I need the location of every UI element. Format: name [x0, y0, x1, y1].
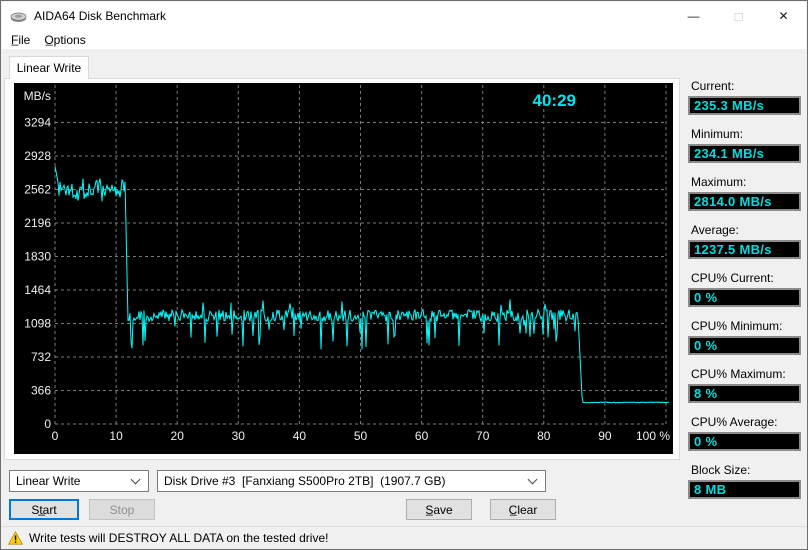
svg-text:80: 80	[537, 429, 551, 443]
stat-value: 8 MB	[688, 480, 801, 499]
stat-group: Block Size: 8 MB	[688, 463, 801, 499]
svg-text:0: 0	[52, 429, 59, 443]
svg-text:0: 0	[44, 417, 51, 431]
svg-text:1464: 1464	[24, 283, 51, 297]
svg-text:366: 366	[31, 384, 51, 398]
stat-value: 0 %	[688, 336, 801, 355]
stat-group: Minimum: 234.1 MB/s	[688, 127, 801, 163]
minimize-button[interactable]: —	[687, 9, 700, 23]
stop-button: Stop	[89, 499, 155, 520]
test-type-value: Linear Write	[16, 474, 81, 488]
app-icon	[10, 12, 27, 22]
stat-group: Current: 235.3 MB/s	[688, 79, 801, 115]
svg-text:50: 50	[354, 429, 368, 443]
stat-group: CPU% Average: 0 %	[688, 415, 801, 451]
svg-text:20: 20	[171, 429, 185, 443]
svg-text:10: 10	[109, 429, 123, 443]
warning-icon	[8, 530, 23, 545]
stat-label: Maximum:	[691, 175, 747, 189]
stat-value: 0 %	[688, 432, 801, 451]
drive-select[interactable]: Disk Drive #3 [Fanxiang S500Pro 2TB] (19…	[157, 470, 546, 492]
chevron-down-icon	[130, 474, 141, 485]
svg-text:3294: 3294	[24, 116, 51, 130]
stat-label: CPU% Maximum:	[691, 367, 786, 381]
stat-group: CPU% Current: 0 %	[688, 271, 801, 307]
svg-text:90: 90	[598, 429, 612, 443]
svg-text:2928: 2928	[24, 149, 51, 163]
stat-value: 235.3 MB/s	[688, 96, 801, 115]
benchmark-chart: MB/s 0 366 732 1098 1464 1830 2196 2562 2928 3294 0…	[14, 83, 673, 454]
close-button[interactable]: ✕	[778, 9, 789, 23]
stat-group: CPU% Minimum: 0 %	[688, 319, 801, 355]
menu-item[interactable]: O̲ptions	[44, 32, 86, 47]
stat-value: 1237.5 MB/s	[688, 240, 801, 259]
svg-text:1830: 1830	[24, 250, 51, 264]
status-bar: Write tests will DESTROY ALL DATA on the…	[2, 526, 806, 548]
window-title: AIDA64 Disk Benchmark	[34, 9, 167, 23]
stat-label: CPU% Current:	[691, 271, 774, 285]
start-button[interactable]: St̲art	[9, 499, 79, 520]
tab-label: Linear Write	[16, 61, 82, 75]
svg-text:40: 40	[293, 429, 307, 443]
stat-group: Average: 1237.5 MB/s	[688, 223, 801, 259]
status-text: Write tests will DESTROY ALL DATA on the…	[29, 530, 329, 545]
stat-label: CPU% Average:	[691, 415, 778, 429]
svg-text:2196: 2196	[24, 216, 51, 230]
stat-value: 0 %	[688, 288, 801, 307]
menu-item[interactable]: F̲ile	[11, 32, 31, 47]
stat-value: 234.1 MB/s	[688, 144, 801, 163]
svg-text:2562: 2562	[24, 183, 51, 197]
stat-label: Block Size:	[691, 463, 751, 477]
test-type-select[interactable]: Linear Write	[9, 470, 149, 492]
stat-label: Average:	[691, 223, 739, 237]
chevron-down-icon	[527, 474, 538, 485]
save-button[interactable]: S̲ave	[406, 499, 472, 520]
maximize-button: □	[734, 8, 743, 24]
svg-text:30: 30	[232, 429, 246, 443]
svg-text:1098: 1098	[24, 317, 51, 331]
svg-text:40:29: 40:29	[533, 91, 576, 110]
svg-text:MB/s: MB/s	[24, 89, 51, 103]
menu-bar: F̲ile O̲ptions	[2, 30, 806, 49]
title-bar: AIDA64 Disk Benchmark — □ ✕	[2, 2, 806, 30]
tab-linear-write[interactable]: Linear Write	[9, 56, 89, 79]
clear-button[interactable]: C̲lear	[490, 499, 556, 520]
stat-label: CPU% Minimum:	[691, 319, 783, 333]
drive-value: Disk Drive #3 [Fanxiang S500Pro 2TB] (19…	[164, 474, 446, 488]
svg-text:732: 732	[31, 350, 51, 364]
stat-label: Minimum:	[691, 127, 744, 141]
stats-panel: Current: 235.3 MB/s Minimum: 234.1 MB/s …	[688, 79, 801, 511]
stat-label: Current:	[691, 79, 735, 93]
stat-value: 2814.0 MB/s	[688, 192, 801, 211]
stat-group: Maximum: 2814.0 MB/s	[688, 175, 801, 211]
stat-value: 8 %	[688, 384, 801, 403]
stat-group: CPU% Maximum: 8 %	[688, 367, 801, 403]
svg-text:100 %: 100 %	[636, 429, 670, 443]
svg-text:60: 60	[415, 429, 429, 443]
svg-text:70: 70	[476, 429, 490, 443]
